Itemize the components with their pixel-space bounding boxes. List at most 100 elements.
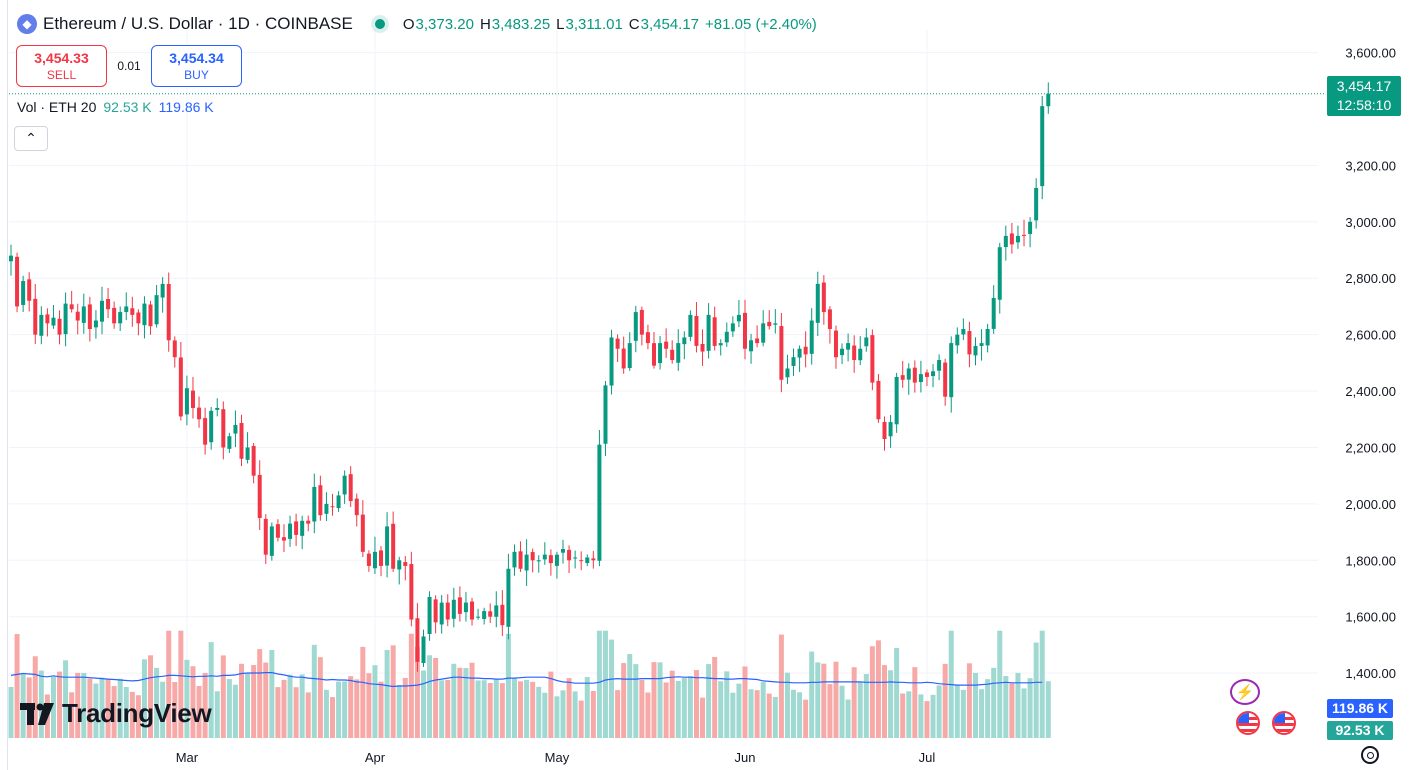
volume-bar bbox=[372, 665, 378, 738]
volume-bar bbox=[681, 678, 687, 738]
candle-body bbox=[251, 445, 256, 476]
volume-bar bbox=[433, 657, 439, 738]
volume-bar bbox=[572, 691, 578, 738]
candle-body bbox=[664, 341, 669, 349]
volume-bar bbox=[754, 690, 760, 738]
volume-legend[interactable]: Vol · ETH 20 92.53 K 119.86 K bbox=[17, 99, 214, 115]
volume-bar bbox=[863, 674, 869, 738]
candle-body bbox=[39, 314, 44, 336]
volume-bar bbox=[566, 678, 572, 738]
buy-button[interactable]: 3,454.34 BUY bbox=[151, 45, 242, 87]
candle-body bbox=[306, 520, 311, 524]
low-value: L3,311.01 bbox=[556, 15, 623, 33]
volume-bar bbox=[942, 663, 948, 738]
volume-bar bbox=[766, 693, 772, 738]
volume-bar bbox=[202, 672, 208, 738]
volume-bar bbox=[1003, 676, 1009, 738]
candle-body bbox=[870, 335, 875, 383]
candle-body bbox=[937, 360, 942, 371]
gear-icon[interactable] bbox=[1361, 746, 1379, 764]
volume-bar bbox=[463, 668, 469, 738]
tradingview-logo[interactable]: TradingView bbox=[20, 698, 212, 729]
candle-body bbox=[354, 498, 359, 516]
y-tick-label: 3,000.00 bbox=[1345, 215, 1396, 230]
candle-body bbox=[548, 555, 553, 564]
volume-bar bbox=[414, 646, 420, 738]
volume-bar bbox=[675, 680, 681, 738]
us-flag-event-icon[interactable] bbox=[1272, 711, 1296, 735]
volume-bar bbox=[378, 681, 384, 738]
volume-ma-tag: 119.86 K bbox=[1327, 699, 1393, 718]
volume-bar bbox=[669, 670, 675, 738]
candle-body bbox=[621, 348, 626, 369]
candle-body bbox=[864, 337, 869, 347]
y-tick-label: 1,600.00 bbox=[1345, 610, 1396, 625]
candle-body bbox=[136, 312, 141, 324]
volume-bar bbox=[196, 686, 202, 738]
volume-bar bbox=[396, 685, 402, 738]
volume-bar bbox=[966, 663, 972, 738]
candle-body bbox=[81, 306, 86, 323]
candle-body bbox=[991, 297, 996, 329]
candle-body bbox=[755, 338, 760, 344]
volume-bar bbox=[226, 679, 232, 738]
volume-bar bbox=[257, 649, 263, 738]
volume-bar bbox=[857, 681, 863, 738]
candle-body bbox=[633, 312, 638, 341]
candle-body bbox=[833, 330, 838, 358]
volume-bar bbox=[263, 662, 269, 738]
candle-body bbox=[943, 362, 948, 397]
volume-bar bbox=[724, 671, 730, 738]
volume-bar bbox=[63, 660, 69, 738]
volume-bar bbox=[554, 696, 560, 738]
candle-body bbox=[730, 323, 735, 332]
volume-bar bbox=[797, 692, 803, 738]
candle-body bbox=[209, 410, 214, 443]
candle-body bbox=[585, 557, 590, 564]
volume-bar bbox=[906, 691, 912, 738]
volume-bar bbox=[900, 693, 906, 738]
symbol-title[interactable]: Ethereum / U.S. Dollar · 1D · COINBASE bbox=[43, 14, 353, 33]
y-tick-label: 3,200.00 bbox=[1345, 158, 1396, 173]
volume-bar bbox=[178, 630, 184, 738]
volume-bar bbox=[154, 667, 160, 738]
volume-bar bbox=[14, 634, 20, 738]
volume-bar bbox=[323, 689, 329, 738]
candle-body bbox=[979, 343, 984, 346]
collapse-legend-button[interactable]: ⌃ bbox=[14, 126, 48, 151]
volume-bar bbox=[499, 683, 505, 738]
volume-bar bbox=[232, 684, 238, 738]
volume-bar bbox=[663, 682, 669, 738]
volume-bar bbox=[129, 691, 135, 738]
candle-body bbox=[603, 385, 608, 444]
candle-body bbox=[215, 407, 220, 410]
candle-body bbox=[178, 357, 183, 417]
candle-body bbox=[1022, 234, 1027, 236]
volume-bar bbox=[815, 662, 821, 738]
candle-body bbox=[190, 390, 195, 408]
candle-body bbox=[651, 343, 656, 366]
y-tick-label: 2,800.00 bbox=[1345, 271, 1396, 286]
candle-body bbox=[554, 554, 559, 566]
candle-body bbox=[561, 549, 566, 553]
volume-bar bbox=[481, 680, 487, 738]
candle-body bbox=[1015, 235, 1020, 243]
volume-bar bbox=[87, 678, 93, 738]
us-flag-event-icon[interactable] bbox=[1236, 711, 1260, 735]
candle-body bbox=[1009, 233, 1014, 245]
candle-body bbox=[27, 279, 32, 301]
sell-label: SELL bbox=[46, 68, 77, 82]
volume-bar bbox=[451, 663, 457, 738]
candle-body bbox=[961, 328, 966, 335]
candle-body bbox=[318, 485, 323, 516]
volume-label: Vol · ETH 20 bbox=[17, 99, 97, 115]
volume-bar bbox=[141, 659, 147, 738]
volume-bar bbox=[730, 692, 736, 738]
candle-body bbox=[342, 475, 347, 495]
candle-body bbox=[846, 343, 851, 350]
candle-body bbox=[803, 346, 808, 355]
lightning-icon[interactable]: ⚡ bbox=[1230, 679, 1260, 705]
volume-bar bbox=[111, 686, 117, 738]
sell-button[interactable]: 3,454.33 SELL bbox=[16, 45, 107, 87]
